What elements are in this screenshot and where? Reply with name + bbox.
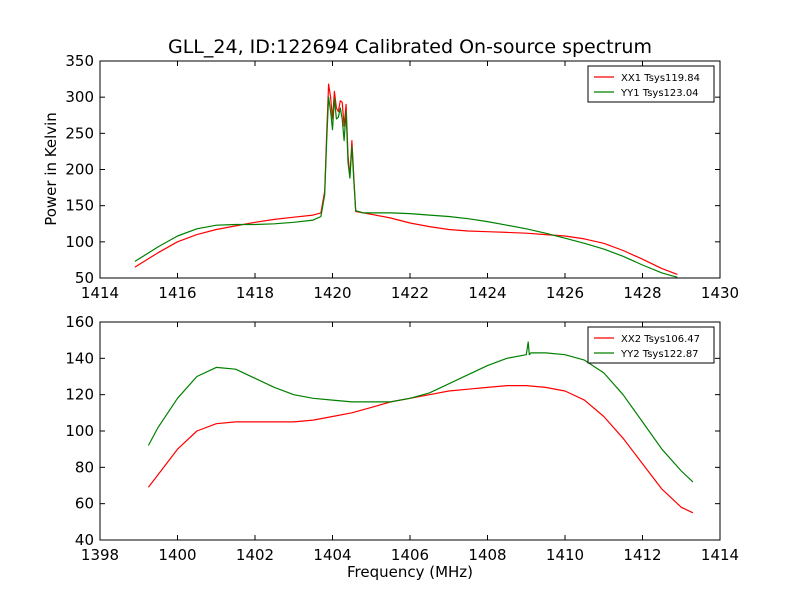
x-tick-label: 1430 (701, 284, 739, 302)
chart-title: GLL_24, ID:122694 Calibrated On-source s… (168, 36, 652, 58)
series-line-0-1 (134, 96, 678, 278)
legend-box (587, 65, 715, 103)
y-tick-label: 140 (65, 349, 94, 367)
x-tick-label: 1416 (158, 284, 196, 302)
legend-label: XX2 Tsys106.47 (621, 334, 700, 345)
top-ylabel: Power in Kelvin (42, 112, 60, 226)
legend-box (587, 326, 715, 364)
x-tick-label: 1418 (236, 284, 274, 302)
x-tick-label: 1414 (81, 284, 119, 302)
y-tick-label: 40 (75, 531, 94, 549)
x-tick-label: 1420 (313, 284, 351, 302)
x-tick-label: 1424 (468, 284, 506, 302)
x-tick-label: 1422 (391, 284, 429, 302)
y-tick-label: 80 (75, 458, 94, 476)
y-tick-label: 60 (75, 495, 94, 513)
y-tick-label: 160 (65, 313, 94, 331)
legend-label: YY2 Tsys122.87 (620, 349, 699, 360)
bottom-xlabel: Frequency (MHz) (347, 563, 473, 581)
y-tick-label: 300 (65, 88, 94, 106)
y-tick-label: 200 (65, 161, 94, 179)
legend-label: YY1 Tsys123.04 (620, 88, 699, 99)
x-tick-label: 1406 (391, 546, 429, 564)
x-tick-label: 1426 (546, 284, 584, 302)
legend: XX1 Tsys119.84 YY1 Tsys123.04 (587, 65, 715, 103)
series-line-1-0 (147, 385, 694, 514)
y-tick-label: 120 (65, 386, 94, 404)
x-tick-label: 1398 (81, 546, 119, 564)
y-tick-label: 350 (65, 52, 94, 70)
y-tick-label: 100 (65, 422, 94, 440)
series-line-1-1 (147, 341, 694, 483)
top-panel: 1414 1416 1418 1420 1422 1424 1426 1428 1430 50 10… (65, 52, 739, 302)
bottom-panel: 1398 1400 1402 1404 1406 1408 1410 1412 1414 40 60… (65, 313, 739, 564)
y-tick-label: 50 (75, 269, 94, 287)
x-tick-label: 1408 (468, 546, 506, 564)
y-tick-label: 250 (65, 124, 94, 142)
x-tick-label: 1428 (623, 284, 661, 302)
x-tick-label: 1402 (236, 546, 274, 564)
x-tick-label: 1410 (546, 546, 584, 564)
y-tick-label: 150 (65, 197, 94, 215)
x-tick-label: 1412 (623, 546, 661, 564)
legend: XX2 Tsys106.47 YY2 Tsys122.87 (587, 326, 715, 364)
x-tick-label: 1404 (313, 546, 351, 564)
x-tick-label: 1414 (701, 546, 739, 564)
legend-label: XX1 Tsys119.84 (621, 73, 700, 84)
x-tick-label: 1400 (158, 546, 196, 564)
y-tick-label: 100 (65, 233, 94, 251)
series-line-0-0 (134, 83, 678, 275)
